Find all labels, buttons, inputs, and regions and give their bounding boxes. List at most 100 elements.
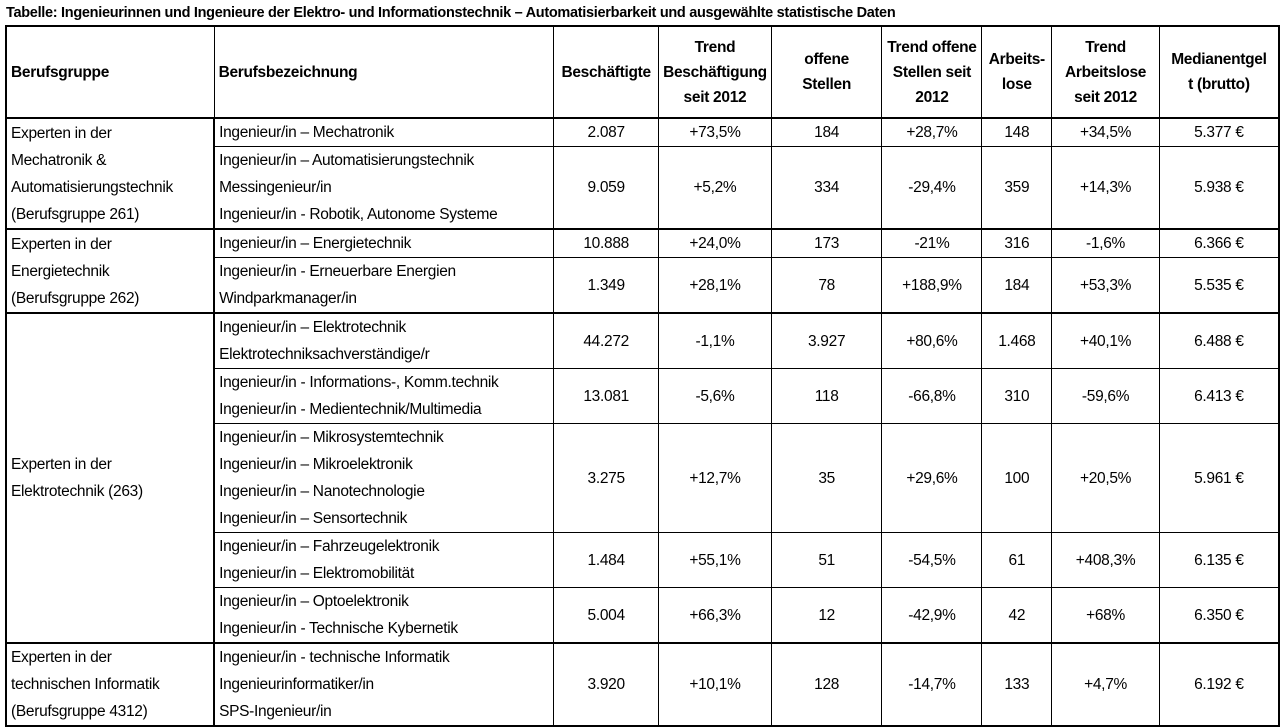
value-cell-arbeitslose: 1.468 (981, 312, 1053, 369)
value-cell-arbeitslose: 148 (981, 117, 1053, 147)
header-line: Medianentgel (1171, 51, 1267, 68)
value-cell-beschaeftigte: 1.349 (553, 257, 660, 314)
column-header-trend-beschaeftigung: Trend Beschäftigung seit 2012 (658, 25, 772, 119)
column-header-berufsbezeichnung: Berufsbezeichnung (213, 25, 555, 119)
job-title: Ingenieur/in – Fahrzeugelektronik (219, 538, 440, 555)
job-title: Ingenieurinformatiker/in (219, 676, 374, 693)
job-title: Ingenieur/in – Optoelektronik (219, 593, 409, 610)
job-title: Ingenieur/in – Automatisierungstechnik (219, 152, 474, 169)
job-title: Ingenieur/in – Elektromobilität (219, 565, 414, 582)
job-title-cell: Ingenieur/in - Informations-, Komm.techn… (213, 368, 555, 424)
job-title: Messingenieur/in (219, 179, 332, 196)
table-row: Ingenieur/in – Mikrosystemtechnik Ingenie… (6, 423, 1280, 533)
table-row: Experten in der Energietechnik (Berufsgrup… (5, 228, 1280, 314)
value-cell-beschaeftigte: 5.004 (553, 587, 660, 644)
header-line: Stellen (802, 76, 851, 93)
group-cell: Experten in der technischen Informatik (Be… (5, 642, 216, 727)
value-cell-trend-offene-stellen: +188,9% (881, 257, 983, 314)
job-title-cell: Ingenieur/in - technische Informatik Inge… (213, 642, 555, 727)
header-line: Trend offene (887, 38, 977, 56)
table-row: Ingenieur/in – Automatisierungstechnik Me… (6, 146, 1280, 230)
value-cell-trend-arbeitslose: +408,3% (1051, 532, 1160, 588)
value-cell-medianentgelt: 6.413 € (1158, 368, 1280, 424)
value-cell-offene-stellen: 3.927 (770, 312, 883, 369)
value-cell-offene-stellen: 35 (770, 423, 883, 533)
value-cell-trend-arbeitslose: +53,3% (1051, 257, 1160, 314)
header-row: Berufsgruppe Berufsbezeichnung Beschäftigt… (5, 25, 1280, 119)
column-header-offene-stellen: offene Stellen (770, 25, 883, 119)
job-title: SPS-Ingenieur/in (219, 703, 332, 720)
value-cell-arbeitslose: 42 (981, 587, 1053, 644)
data-table: Berufsgruppe Berufsbezeichnung Beschäftigt… (5, 25, 1280, 727)
column-header-arbeitslose: Arbeits-lose (981, 25, 1053, 119)
column-header-medianentgelt: Medianentgel t (brutto) (1158, 25, 1280, 119)
job-title: Ingenieur/in - Medientechnik/Multimedia (219, 401, 482, 418)
value-cell-offene-stellen: 173 (770, 228, 883, 258)
header-line: Trend (1085, 38, 1126, 56)
value-cell-trend-beschaeftigung: +5,2% (658, 146, 772, 230)
value-cell-medianentgelt: 6.192 € (1158, 642, 1280, 727)
value-cell-trend-beschaeftigung: +28,1% (658, 257, 772, 314)
header-line: Beschäftigung (663, 63, 767, 81)
group-name-line: Energietechnik (11, 262, 110, 280)
value-cell-medianentgelt: 5.961 € (1158, 423, 1280, 533)
table-row: Ingenieur/in – Fahrzeugelektronik Ingenie… (6, 532, 1280, 588)
header-line: Arbeitslose (1064, 63, 1147, 81)
job-title: Ingenieur/in - technische Informatik (219, 649, 450, 666)
job-title-cell: Ingenieur/in – Mechatronik (213, 117, 555, 147)
value-cell-medianentgelt: 5.938 € (1158, 146, 1280, 230)
column-header-beschaeftigte: Beschäftigte (553, 25, 660, 119)
value-cell-offene-stellen: 51 (770, 532, 883, 588)
header-line: Stellen seit (892, 63, 972, 81)
value-cell-trend-arbeitslose: -1,6% (1051, 228, 1160, 258)
job-title-cell: Ingenieur/in – Elektrotechnik Elektrotech… (213, 312, 555, 369)
job-title: Ingenieur/in – Elektrotechnik (219, 319, 406, 336)
header-line: lose (1001, 76, 1032, 93)
header-line: 2012 (915, 88, 949, 106)
value-cell-offene-stellen: 12 (770, 587, 883, 644)
value-cell-beschaeftigte: 10.888 (553, 228, 660, 258)
job-title: Ingenieur/in – Nanotechnologie (219, 483, 425, 500)
value-cell-trend-offene-stellen: -14,7% (881, 642, 983, 727)
value-cell-offene-stellen: 184 (770, 117, 883, 147)
job-title: Ingenieur/in – Mikroelektronik (219, 456, 413, 473)
group-name-line: (Berufsgruppe 4312) (11, 703, 148, 720)
value-cell-medianentgelt: 6.350 € (1158, 587, 1280, 644)
value-cell-arbeitslose: 359 (981, 146, 1053, 230)
job-title: Windparkmanager/in (219, 290, 357, 307)
column-header-trend-arbeitslose: Trend Arbeitslose seit 2012 (1051, 25, 1160, 119)
table-row: Ingenieur/in - Informations-, Komm.techn… (6, 368, 1280, 424)
value-cell-trend-beschaeftigung: -1,1% (658, 312, 772, 369)
value-cell-arbeitslose: 100 (981, 423, 1053, 533)
header-line: seit 2012 (1074, 88, 1137, 106)
value-cell-beschaeftigte: 2.087 (553, 117, 660, 147)
value-cell-trend-beschaeftigung: +55,1% (658, 532, 772, 588)
value-cell-beschaeftigte: 1.484 (553, 532, 660, 588)
job-title: Ingenieur/in – Energietechnik (219, 235, 412, 252)
group-name-line: Mechatronik & (11, 151, 107, 169)
value-cell-medianentgelt: 6.135 € (1158, 532, 1280, 588)
group-name-line: technischen Informatik (11, 676, 160, 693)
value-cell-medianentgelt: 6.366 € (1158, 228, 1280, 258)
value-cell-beschaeftigte: 44.272 (553, 312, 660, 369)
header-line: t (brutto) (1188, 76, 1250, 93)
value-cell-trend-arbeitslose: +20,5% (1051, 423, 1160, 533)
value-cell-offene-stellen: 334 (770, 146, 883, 230)
column-header-berufsgruppe: Berufsgruppe (5, 25, 215, 119)
value-cell-trend-offene-stellen: -66,8% (881, 368, 983, 424)
job-title-cell: Ingenieur/in – Energietechnik (213, 228, 555, 258)
job-title-cell: Ingenieur/in – Mikrosystemtechnik Ingenie… (213, 423, 555, 533)
value-cell-trend-beschaeftigung: +12,7% (658, 423, 772, 533)
table-row: Experten in der Elektrotechnik (263) Ingen… (5, 312, 1280, 644)
value-cell-trend-beschaeftigung: -5,6% (658, 368, 772, 424)
job-title-cell: Ingenieur/in – Automatisierungstechnik Me… (213, 146, 555, 230)
value-cell-trend-offene-stellen: -29,4% (881, 146, 983, 230)
table-title: Tabelle: Ingenieurinnen und Ingenieure d… (6, 5, 896, 21)
group-name-line: Experten in der (11, 124, 112, 142)
value-cell-trend-offene-stellen: +29,6% (881, 423, 983, 533)
value-cell-trend-beschaeftigung: +10,1% (658, 642, 772, 727)
job-title-cell: Ingenieur/in – Fahrzeugelektronik Ingenie… (213, 532, 555, 588)
group-cell: Experten in der Elektrotechnik (263) (5, 312, 216, 644)
job-title: Ingenieur/in – Sensortechnik (219, 510, 408, 527)
value-cell-trend-arbeitslose: -59,6% (1051, 368, 1160, 424)
